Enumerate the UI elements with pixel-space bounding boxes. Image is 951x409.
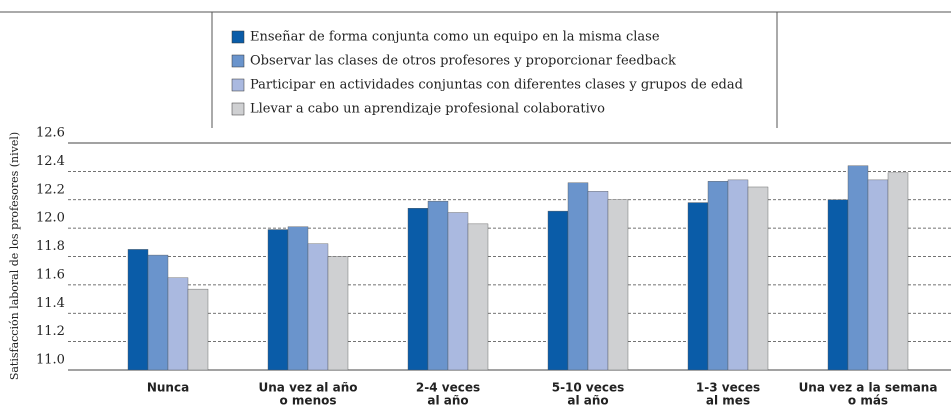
bar — [567, 182, 589, 371]
bar — [167, 277, 189, 371]
bar — [267, 229, 289, 371]
legend-swatch — [231, 54, 245, 68]
y-tick-label: 11.6 — [36, 267, 65, 282]
bar — [607, 199, 629, 371]
bar — [447, 212, 469, 371]
legend-label: Observar las clases de otros profesores … — [250, 54, 676, 69]
bar — [547, 210, 569, 371]
x-tick-label: Una vez al año — [259, 381, 358, 395]
legend-swatch — [231, 78, 245, 92]
bar — [307, 243, 329, 371]
legend-swatch — [231, 102, 245, 116]
y-tick-label: 11.2 — [36, 324, 65, 339]
bar — [827, 199, 849, 371]
x-tick-label: 2-4 veces — [416, 381, 480, 395]
legend-swatch — [231, 30, 245, 44]
legend-label: Enseñar de forma conjunta como un equipo… — [250, 30, 660, 45]
y-tick-label: 12.4 — [36, 154, 65, 169]
y-tick-label: 11.4 — [36, 296, 65, 311]
bar — [407, 208, 429, 371]
bar — [847, 165, 869, 371]
bar — [147, 254, 169, 371]
x-tick-label: al año — [567, 394, 608, 408]
y-tick-label: 11.8 — [36, 239, 65, 254]
x-tick-label: o más — [848, 394, 888, 408]
x-tick-label: al año — [427, 394, 468, 408]
bar — [427, 200, 449, 371]
y-tick-label: 11.0 — [36, 353, 65, 368]
bar — [887, 172, 909, 371]
bar — [287, 226, 309, 371]
bar — [707, 181, 729, 371]
bar — [467, 223, 489, 371]
x-tick-label: o menos — [280, 394, 337, 408]
bar — [867, 179, 889, 371]
y-tick-label: 12.2 — [36, 182, 65, 197]
legend-label: Llevar a cabo un aprendizaje profesional… — [250, 102, 605, 117]
x-tick-label: 1-3 veces — [696, 381, 760, 395]
y-axis-label: Satisfacción laboral de los profesores (… — [8, 132, 21, 380]
bar — [747, 186, 769, 371]
x-tick-label: 5-10 veces — [552, 381, 625, 395]
bar — [187, 288, 209, 371]
x-tick-label: al mes — [706, 394, 750, 408]
bar — [127, 249, 149, 371]
x-tick-label: Una vez a la semana — [799, 381, 938, 395]
x-tick-label: Nunca — [147, 381, 189, 395]
bar — [727, 179, 749, 371]
bar — [587, 191, 609, 371]
y-tick-label: 12.0 — [36, 211, 65, 226]
bar — [327, 256, 349, 371]
legend-label: Participar en actividades conjuntas con … — [250, 78, 743, 93]
y-tick-label: 12.6 — [36, 126, 65, 141]
bar — [687, 202, 709, 371]
